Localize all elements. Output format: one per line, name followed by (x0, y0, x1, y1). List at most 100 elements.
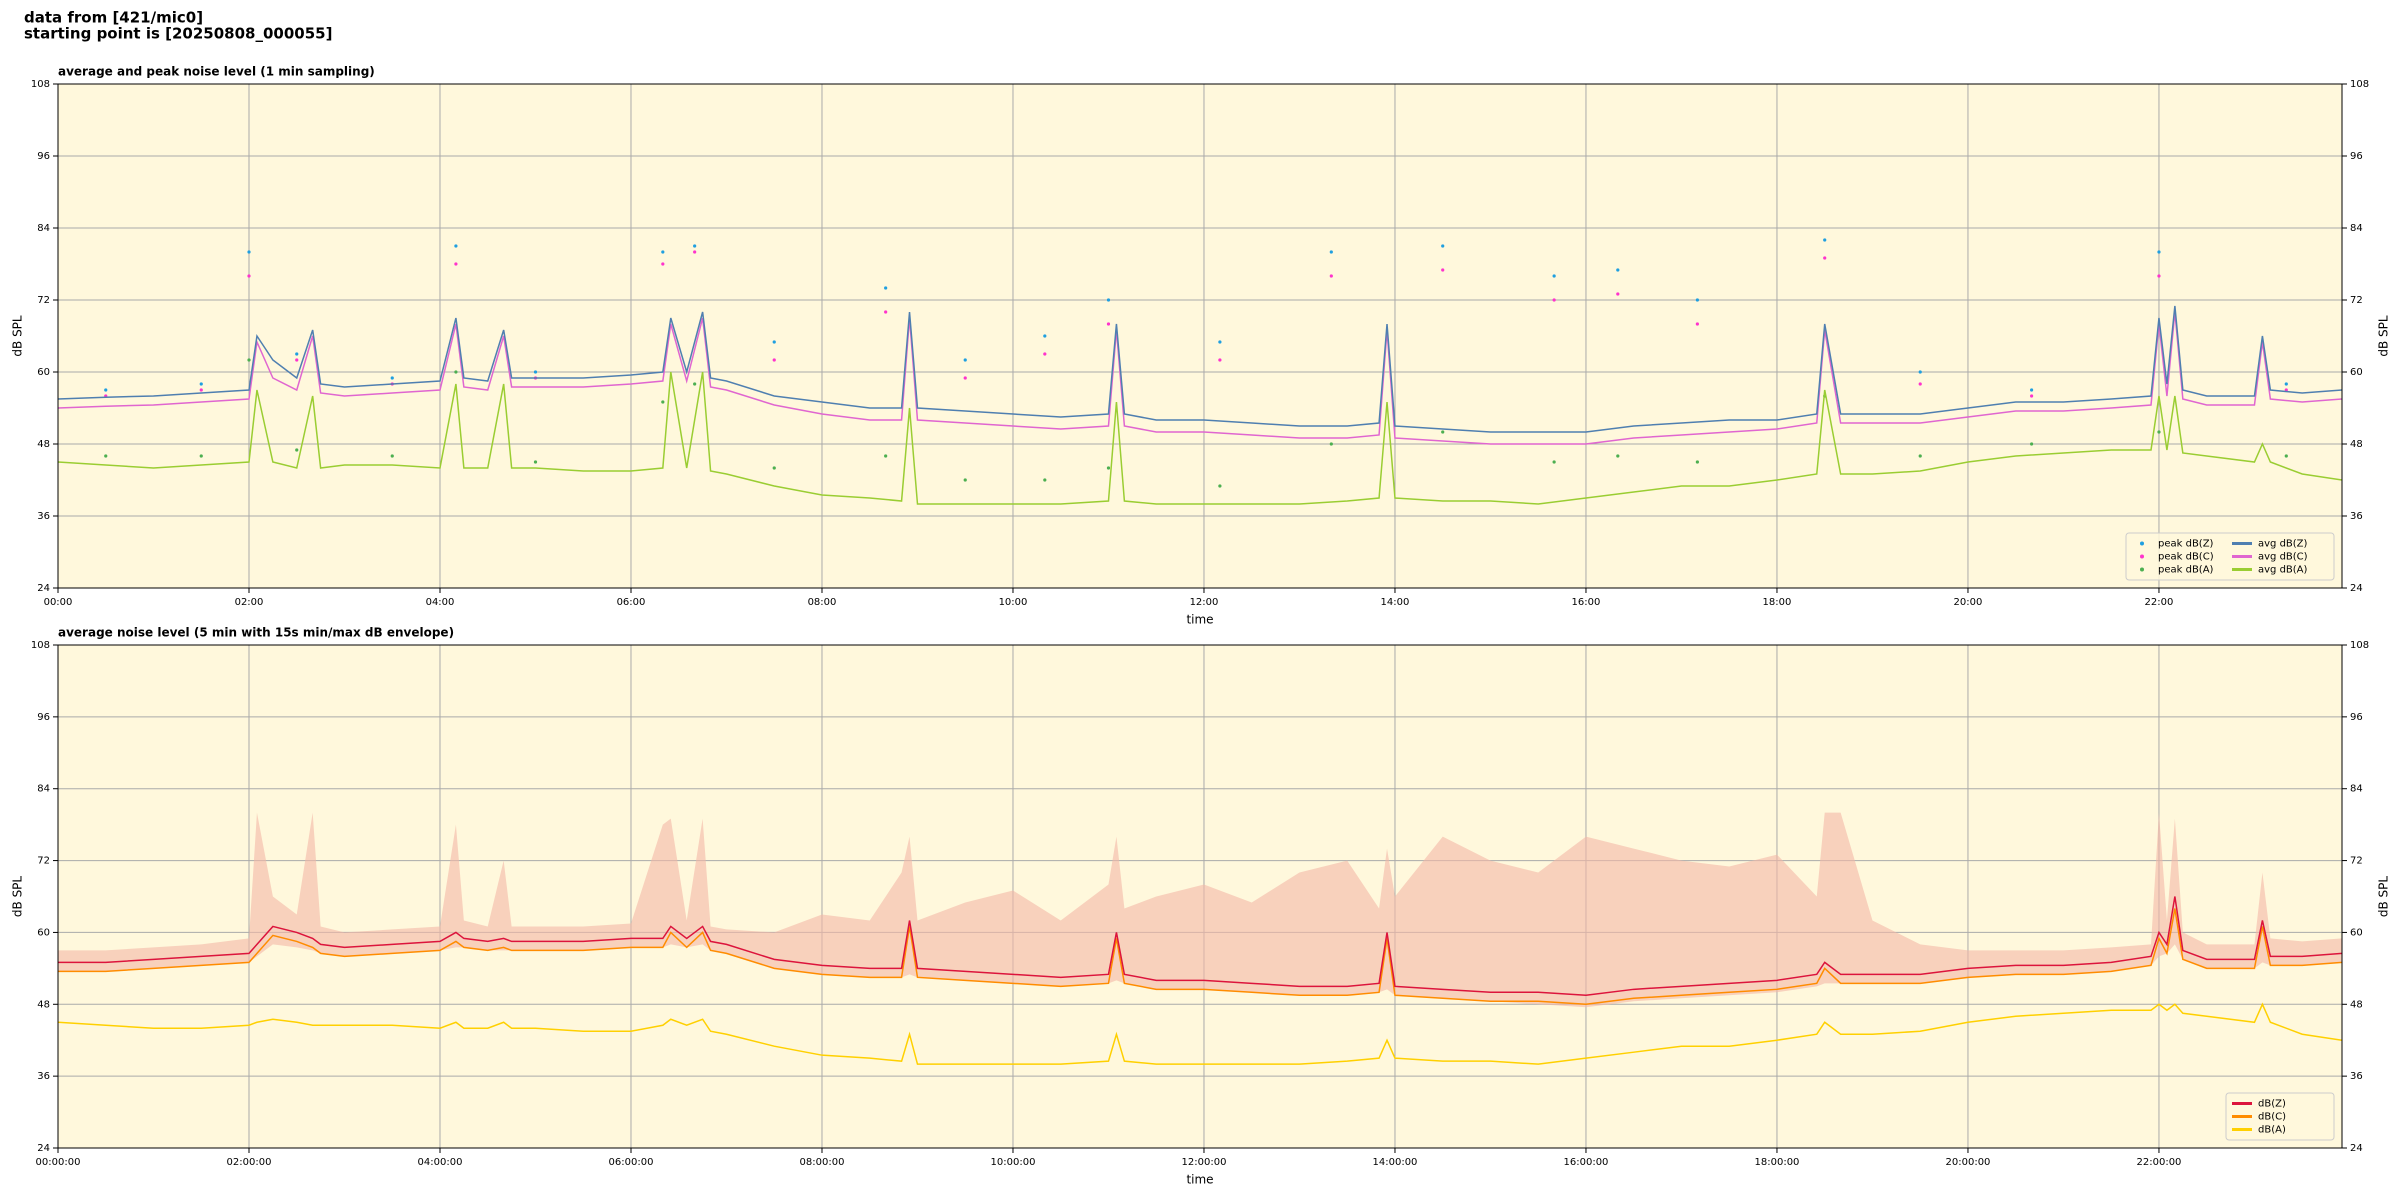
peak-point (1918, 382, 1922, 386)
peak-point (1441, 244, 1445, 248)
y-tick-label: 96 (2350, 712, 2363, 723)
series-line (58, 371, 2342, 505)
x-tick-label: 12:00 (1190, 597, 1219, 608)
peak-point (1552, 460, 1556, 464)
peak-point (1043, 352, 1047, 356)
peak-point (1329, 274, 1333, 278)
x-tick-label: 20:00 (1954, 597, 1983, 608)
y-tick-label: 96 (37, 151, 50, 162)
peak-point (2157, 430, 2161, 434)
legend-marker (2140, 554, 2144, 559)
peak-point (884, 310, 888, 314)
y-axis-label: dB SPL (11, 876, 25, 918)
y-tick-label: 84 (2350, 784, 2363, 795)
peak-point (2157, 250, 2161, 254)
header-line: starting point is [20250808_000055] (24, 25, 332, 43)
y-tick-label: 60 (2350, 367, 2363, 378)
plot-background (58, 84, 2342, 588)
chart-title: average and peak noise level (1 min samp… (58, 65, 375, 79)
series-line (58, 896, 2342, 997)
y-tick-label: 48 (2350, 999, 2363, 1010)
y-tick-label: 72 (2350, 295, 2363, 306)
peak-point (693, 382, 697, 386)
legend-label: dB(Z) (2258, 1099, 2286, 1110)
peak-point (1218, 340, 1222, 344)
x-tick-label: 18:00:00 (1755, 1157, 1800, 1168)
series-line (58, 1002, 2342, 1065)
y-axis-label: dB SPL (11, 315, 25, 357)
peak-point (1616, 268, 1620, 272)
series-line (58, 908, 2342, 1006)
header-line: data from [421/mic0] (24, 9, 203, 27)
y-tick-label: 48 (2350, 439, 2363, 450)
y-tick-label: 96 (37, 712, 50, 723)
peak-point (693, 244, 697, 248)
y-tick-label: 24 (2350, 1143, 2363, 1154)
peak-point (1106, 466, 1111, 470)
peak-point (1441, 268, 1445, 272)
peak-point (1616, 292, 1620, 296)
peak-point (2284, 454, 2288, 458)
peak-point (1695, 322, 1699, 326)
peak-point (295, 358, 299, 362)
y-tick-label: 60 (2350, 927, 2363, 938)
legend-label: dB(C) (2258, 1112, 2286, 1123)
x-tick-label: 04:00:00 (418, 1157, 463, 1168)
x-tick-label: 00:00 (44, 597, 73, 608)
peak-point (199, 388, 203, 392)
peak-point (1695, 298, 1699, 302)
peak-point (1043, 478, 1047, 482)
x-axis-label: time (1186, 613, 1213, 627)
y-tick-label: 84 (2350, 223, 2363, 234)
x-tick-label: 14:00:00 (1373, 1157, 1418, 1168)
x-tick-label: 06:00:00 (609, 1157, 654, 1168)
peak-point (295, 448, 299, 452)
peak-point (884, 454, 888, 458)
peak-point (199, 454, 203, 458)
x-tick-label: 22:00 (2145, 597, 2174, 608)
envelope-band (58, 812, 2342, 1008)
y-tick-label: 72 (37, 295, 50, 306)
x-tick-label: 00:00:00 (36, 1157, 81, 1168)
peak-point (1552, 298, 1556, 302)
y-tick-label: 84 (37, 223, 50, 234)
peak-point (963, 358, 967, 362)
x-tick-label: 20:00:00 (1946, 1157, 1991, 1168)
peak-point (454, 370, 458, 374)
peak-point (1441, 430, 1445, 434)
y-tick-label: 48 (37, 999, 50, 1010)
peak-point (1218, 358, 1222, 362)
peak-point (2030, 442, 2034, 446)
y-tick-label: 36 (37, 511, 50, 522)
peak-point (104, 388, 108, 392)
peak-point (661, 262, 665, 266)
legend-label: avg dB(Z) (2258, 539, 2308, 550)
plot-frame (57, 644, 2343, 1149)
peak-point (1552, 274, 1556, 278)
peak-point (2284, 382, 2288, 386)
legend-box (2225, 1092, 2335, 1141)
y-tick-label: 24 (37, 583, 50, 594)
peak-point (1823, 256, 1827, 260)
peak-point (2157, 274, 2161, 278)
legend-label: peak dB(A) (2158, 565, 2214, 576)
peak-point (1106, 322, 1111, 326)
y-tick-label: 72 (2350, 856, 2363, 867)
peak-point (2030, 394, 2034, 398)
x-tick-label: 14:00 (1381, 597, 1410, 608)
peak-point (247, 250, 251, 254)
x-tick-label: 16:00:00 (1564, 1157, 1609, 1168)
x-tick-label: 18:00 (1763, 597, 1792, 608)
peak-point (454, 262, 458, 266)
series-line (58, 305, 2342, 433)
y-tick-label: 60 (37, 927, 50, 938)
peak-point (1329, 250, 1333, 254)
y-tick-label: 84 (37, 784, 50, 795)
peak-point (1918, 454, 1922, 458)
y-tick-label: 48 (37, 439, 50, 450)
x-tick-label: 04:00 (426, 597, 455, 608)
y-tick-label: 24 (2350, 583, 2363, 594)
legend-marker (2140, 567, 2144, 572)
peak-point (247, 358, 251, 362)
